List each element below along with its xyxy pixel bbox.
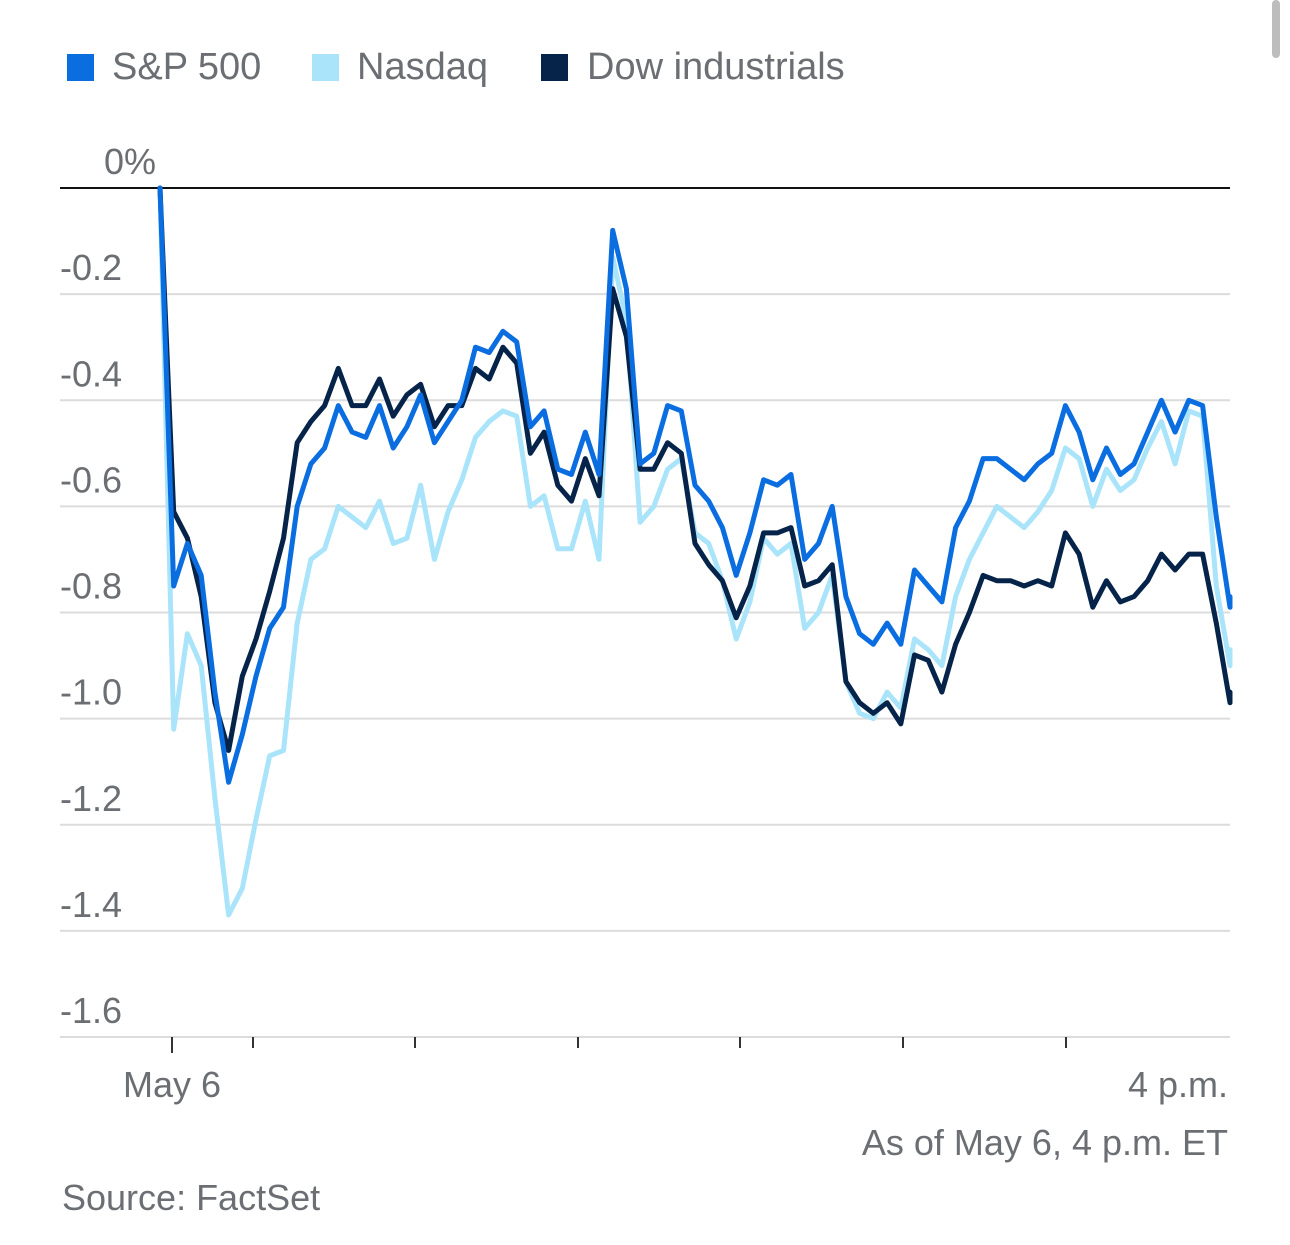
scrollbar[interactable] xyxy=(1272,0,1280,58)
legend-label-2: Dow industrials xyxy=(587,46,845,88)
y-tick-label-4: -0.8 xyxy=(60,566,122,607)
y-tick-label-0: 0% xyxy=(104,141,156,182)
source-note: Source: FactSet xyxy=(62,1177,320,1218)
x-tick-label-start: May 6 xyxy=(123,1064,221,1105)
legend-swatch-0 xyxy=(67,54,94,81)
x-tick-label-end: 4 p.m. xyxy=(1128,1064,1228,1105)
legend-label-0: S&P 500 xyxy=(112,46,261,88)
y-tick-label-7: -1.4 xyxy=(60,884,122,925)
series-line-dow-industrials xyxy=(157,185,1233,753)
y-tick-label-8: -1.6 xyxy=(60,990,122,1031)
y-tick-label-1: -0.2 xyxy=(60,247,122,288)
as-of-note: As of May 6, 4 p.m. ET xyxy=(862,1122,1228,1163)
legend-label-1: Nasdaq xyxy=(357,46,488,88)
y-tick-label-6: -1.2 xyxy=(60,778,122,819)
y-tick-label-2: -0.4 xyxy=(60,353,122,394)
y-tick-label-5: -1.0 xyxy=(60,672,122,713)
series-line-nasdaq xyxy=(157,185,1233,918)
legend-swatch-2 xyxy=(541,54,568,81)
legend-swatch-1 xyxy=(312,54,339,81)
y-tick-label-3: -0.6 xyxy=(60,459,122,500)
series-line-s-p-500 xyxy=(157,185,1233,785)
